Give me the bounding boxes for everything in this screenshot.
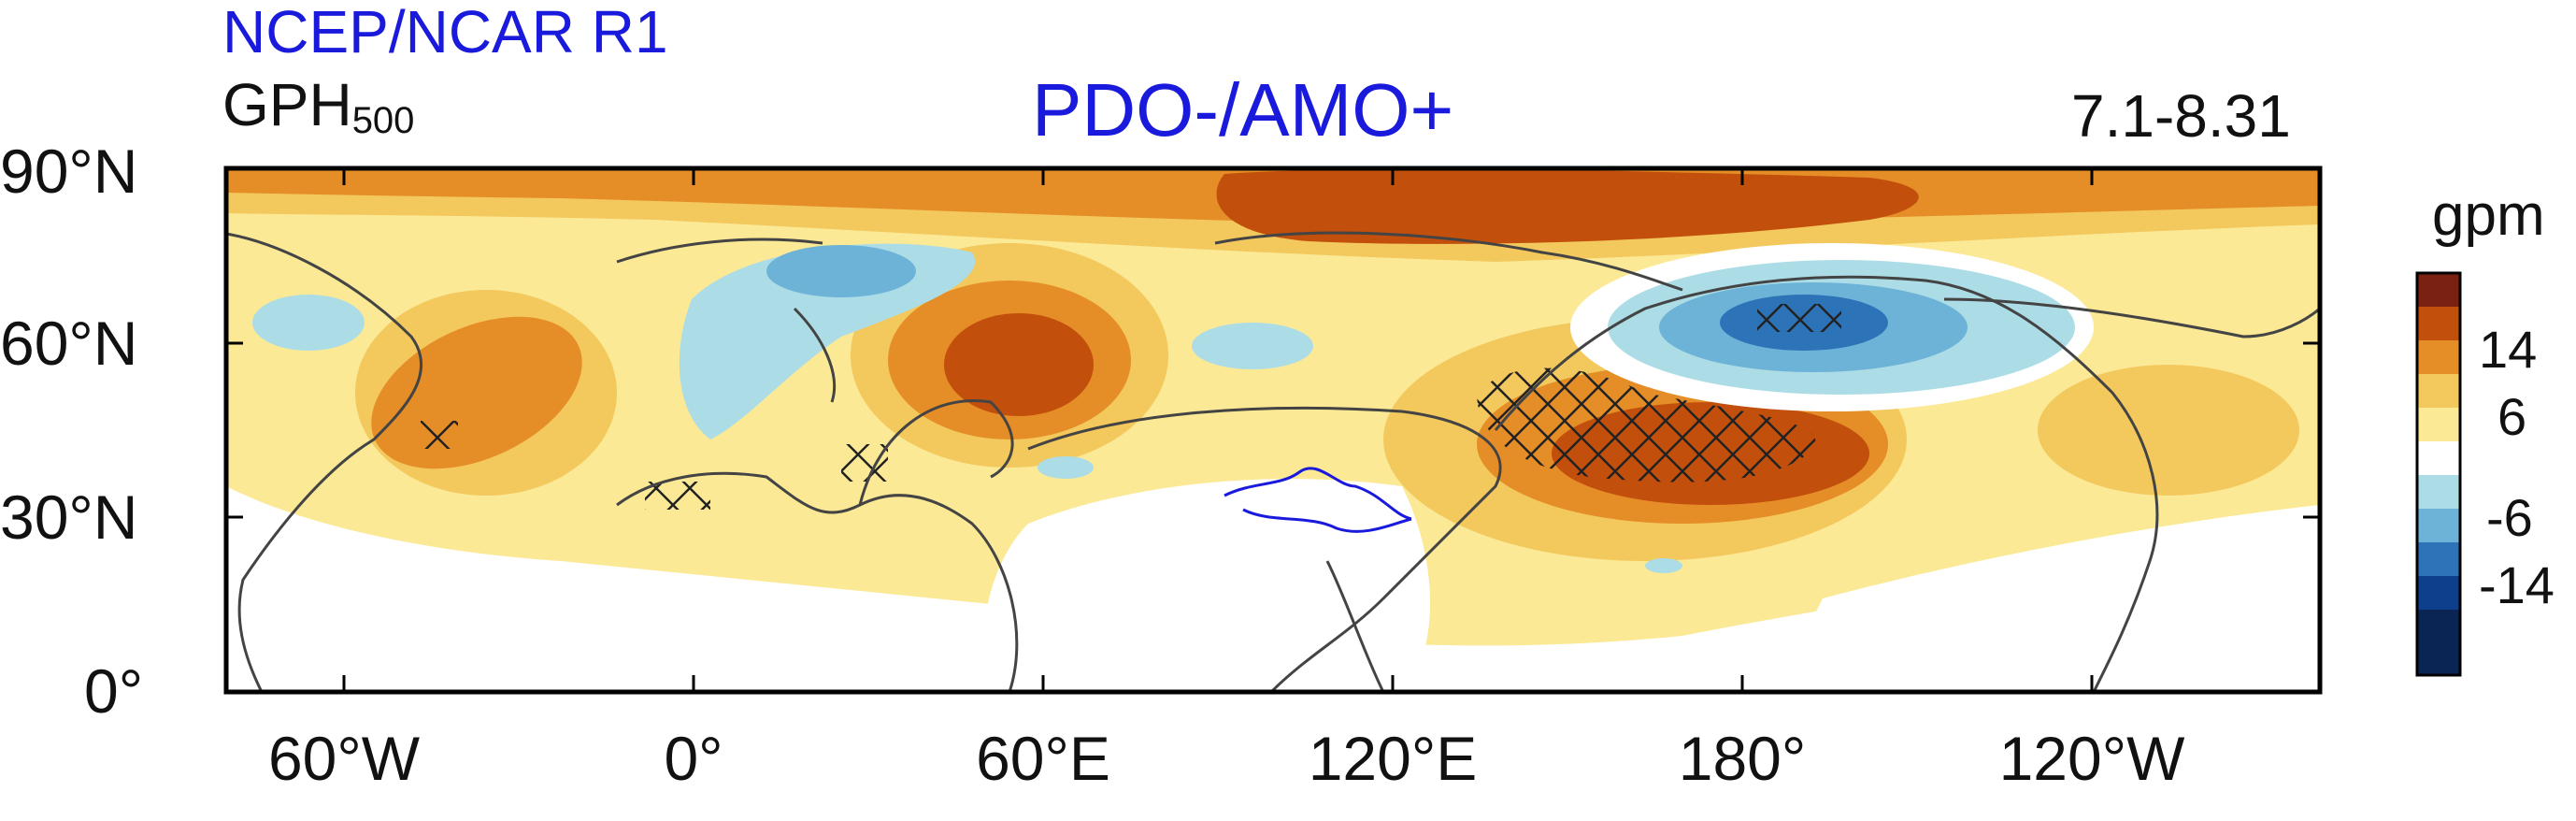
map-panel	[226, 168, 2320, 692]
colorbar	[2417, 273, 2460, 675]
colorbar-tick-6: 6	[2497, 391, 2526, 443]
lat-label-90n: 90°N	[0, 140, 137, 202]
colorbar-tick-14: 14	[2479, 324, 2537, 376]
colorbar-unit-label: gpm	[2432, 187, 2545, 245]
lat-label-0: 0°	[84, 660, 143, 722]
colorbar-tick-neg6: -6	[2486, 492, 2533, 544]
lon-label-60w: 60°W	[268, 727, 420, 789]
map-figure	[0, 0, 2576, 821]
lon-label-120w: 120°W	[1999, 727, 2185, 789]
lon-label-60e: 60°E	[976, 727, 1110, 789]
lat-label-30n: 30°N	[0, 486, 137, 548]
lon-label-120e: 120°E	[1309, 727, 1478, 789]
lon-label-0: 0°	[664, 727, 723, 789]
lat-label-60n: 60°N	[0, 312, 137, 374]
colorbar-tick-neg14: -14	[2479, 559, 2555, 612]
lon-label-180: 180°	[1679, 727, 1807, 789]
